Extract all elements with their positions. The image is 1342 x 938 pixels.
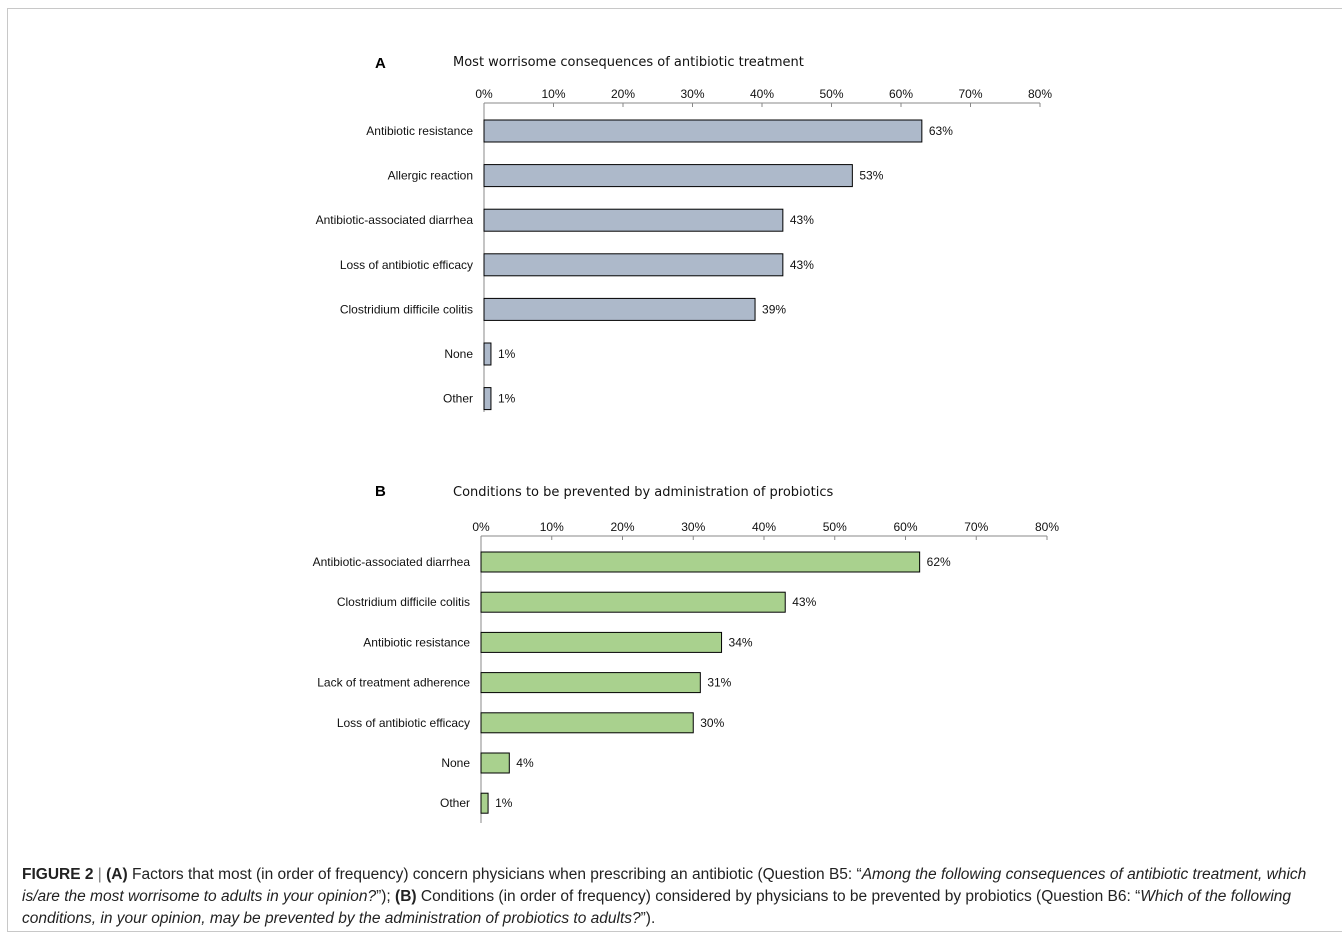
bar	[480, 712, 694, 734]
x-tick-label: 80%	[1028, 87, 1052, 101]
figure-charts: A Most worrisome consequences of antibiot…	[313, 55, 1059, 823]
x-tick-label: 80%	[1035, 520, 1059, 534]
x-tick-label: 20%	[611, 87, 635, 101]
data-label: 30%	[700, 716, 724, 730]
category-label: Antibiotic-associated diarrhea	[316, 213, 474, 227]
bar	[483, 387, 492, 411]
x-tick-label: 60%	[893, 520, 917, 534]
figure-caption: FIGURE 2 | (A) Factors that most (in ord…	[22, 864, 1322, 930]
caption-panel-a-label: (A)	[106, 866, 128, 883]
category-label: Antibiotic-associated diarrhea	[313, 555, 471, 569]
x-tick-label: 40%	[752, 520, 776, 534]
bar	[480, 672, 701, 694]
category-label: None	[444, 347, 473, 361]
x-tick-label: 10%	[540, 520, 564, 534]
data-label: 39%	[762, 302, 786, 316]
x-tick-label: 60%	[889, 87, 913, 101]
bar	[480, 591, 786, 613]
x-tick-label: 30%	[681, 520, 705, 534]
data-label: 31%	[707, 676, 731, 690]
data-label: 43%	[792, 595, 816, 609]
category-label: None	[441, 756, 470, 770]
x-tick-label: 70%	[958, 87, 982, 101]
x-tick-label: 50%	[823, 520, 847, 534]
caption-panel-a-text: Factors that most (in order of frequency…	[127, 866, 862, 883]
caption-panel-b-quote: Which of the following conditions, in yo…	[22, 888, 1292, 927]
data-label: 34%	[729, 635, 753, 649]
category-label: Antibiotic resistance	[366, 124, 473, 138]
bar	[480, 792, 489, 814]
category-label: Lack of treatment adherence	[317, 676, 470, 690]
chart-title: Conditions to be prevented by administra…	[453, 485, 833, 500]
data-label: 1%	[498, 392, 516, 406]
bar	[480, 752, 510, 774]
bar	[480, 631, 723, 653]
x-tick-label: 40%	[750, 87, 774, 101]
panel-letter: B	[375, 483, 386, 500]
data-label: 53%	[859, 169, 883, 183]
data-label: 43%	[790, 213, 814, 227]
bar	[483, 342, 492, 366]
data-label: 62%	[927, 555, 951, 569]
caption-panel-b-text: Conditions (in order of frequency) consi…	[416, 888, 1141, 905]
category-label: Clostridium difficile colitis	[340, 302, 473, 316]
category-label: Other	[440, 796, 470, 810]
data-label: 1%	[498, 347, 516, 361]
data-label: 63%	[929, 124, 953, 138]
bar	[480, 551, 921, 573]
x-tick-label: 10%	[541, 87, 565, 101]
caption-figure-label: FIGURE 2	[22, 866, 94, 883]
bar	[483, 253, 784, 277]
x-tick-label: 50%	[819, 87, 843, 101]
category-label: Loss of antibiotic efficacy	[337, 716, 470, 730]
bar	[483, 164, 853, 188]
data-label: 1%	[495, 796, 513, 810]
category-label: Allergic reaction	[388, 169, 473, 183]
chart-panel-b: B Conditions to be prevented by administr…	[313, 483, 1059, 823]
category-label: Clostridium difficile colitis	[337, 595, 470, 609]
x-tick-label: 0%	[472, 520, 490, 534]
caption-panel-b-end: ”).	[640, 910, 656, 927]
category-label: Other	[443, 392, 473, 406]
data-label: 43%	[790, 258, 814, 272]
category-label: Loss of antibiotic efficacy	[340, 258, 473, 272]
x-tick-label: 20%	[610, 520, 634, 534]
figure-frame	[7, 8, 1342, 932]
x-tick-label: 30%	[680, 87, 704, 101]
chart-panel-a: A Most worrisome consequences of antibiot…	[316, 55, 1052, 412]
x-tick-label: 0%	[475, 87, 493, 101]
bar	[483, 119, 923, 143]
x-tick-label: 70%	[964, 520, 988, 534]
bar	[483, 297, 756, 321]
panel-letter: A	[375, 55, 386, 72]
bar	[483, 208, 784, 232]
caption-panel-b-label: (B)	[395, 888, 417, 905]
chart-title: Most worrisome consequences of antibioti…	[453, 55, 804, 70]
data-label: 4%	[516, 756, 534, 770]
category-label: Antibiotic resistance	[363, 635, 470, 649]
caption-panel-a-end: ”);	[376, 888, 396, 905]
caption-separator: |	[97, 866, 102, 883]
caption-panel-a-quote: Among the following consequences of anti…	[22, 866, 1307, 905]
